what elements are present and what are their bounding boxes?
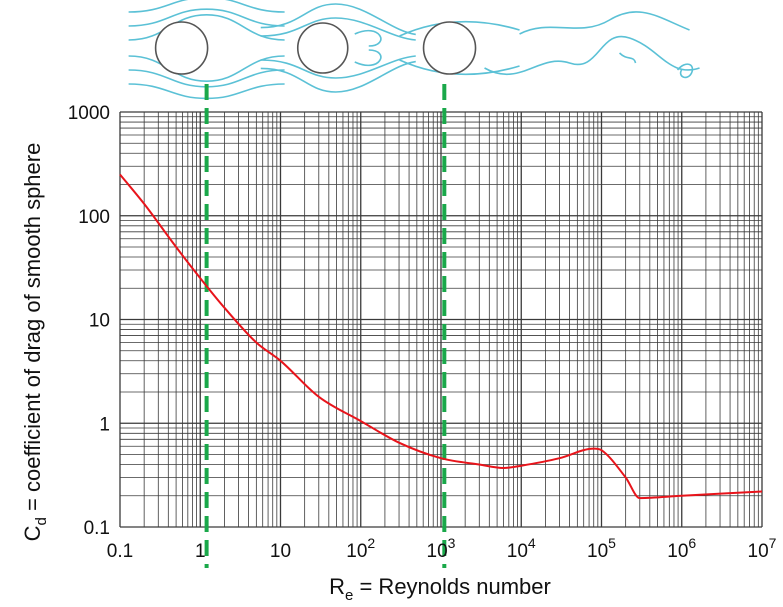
sphere-icon: [296, 22, 349, 74]
sphere-icon: [154, 21, 209, 75]
x-axis-label-rest: = Reynolds number: [353, 574, 551, 599]
y-tick-label: 1000: [68, 103, 110, 124]
x-tick-exponent: 2: [367, 535, 375, 551]
streamline: [128, 13, 285, 41]
flow-illustrations: [128, 0, 700, 100]
y-axis-label-main: C: [20, 525, 45, 541]
y-axis-label-sub: d: [33, 517, 50, 525]
x-tick-label: 105: [587, 535, 616, 562]
x-tick-exponent: 5: [608, 535, 616, 551]
x-tick-base: 0.1: [107, 541, 133, 562]
x-tick-labels: 0.1 1 10 102 103 104 105 106 107: [107, 535, 777, 562]
x-tick-base: 10: [346, 541, 367, 562]
x-tick-label: 103: [427, 535, 456, 562]
x-tick-label: 104: [507, 535, 536, 562]
y-tick-label: 10: [89, 311, 110, 332]
x-tick-base: 1: [195, 541, 206, 562]
x-tick-label: 0.1: [107, 541, 133, 562]
x-tick-base: 10: [270, 541, 291, 562]
x-tick-exponent: 3: [448, 535, 456, 551]
flow-illustration-turbulent-wake: [399, 11, 700, 79]
y-tick-label: 0.1: [84, 518, 110, 539]
streamline: [260, 3, 416, 36]
drag-curve-line: [119, 173, 763, 500]
flow-illustration-separated-vortices: [260, 3, 416, 93]
x-axis-label-sub: e: [345, 587, 353, 604]
x-tick-base: 10: [748, 541, 769, 562]
series-layer: [119, 173, 763, 500]
y-tick-label: 1: [99, 414, 110, 435]
x-tick-base: 10: [427, 541, 448, 562]
regime-markers: [204, 84, 447, 568]
x-axis-label-main: R: [329, 574, 345, 599]
vortex: [354, 29, 382, 47]
streamline: [260, 17, 416, 41]
flow-illustration-laminar: [128, 0, 285, 100]
x-tick-exponent: 6: [688, 535, 696, 551]
x-tick-base: 10: [667, 541, 688, 562]
x-tick-base: 10: [507, 541, 528, 562]
y-tick-label: 100: [78, 207, 110, 228]
streamline: [128, 0, 285, 13]
x-tick-base: 10: [587, 541, 608, 562]
x-axis-label: Re = Reynolds number: [329, 574, 551, 604]
x-tick-label: 1: [195, 541, 206, 562]
y-tick-labels: 0.1 1 10 100 1000: [68, 103, 110, 539]
grid: [119, 111, 763, 528]
x-tick-exponent: 4: [528, 535, 536, 551]
streamline: [399, 59, 520, 76]
x-tick-label: 10: [270, 541, 291, 562]
x-tick-exponent: 7: [769, 535, 777, 551]
sphere-icon: [422, 21, 477, 75]
y-axis-label-rest: = coefficient of drag of smooth sphere: [20, 143, 45, 517]
y-axis-label: Cd = coefficient of drag of smooth spher…: [20, 143, 50, 542]
x-tick-label: 106: [667, 535, 696, 562]
vortex: [676, 63, 694, 79]
streamline: [260, 55, 416, 79]
x-tick-label: 107: [748, 535, 777, 562]
turbulent-wake: [519, 11, 690, 35]
streamline: [128, 8, 285, 27]
x-tick-label: 102: [346, 535, 375, 562]
streamline: [128, 55, 285, 83]
streamline: [399, 20, 520, 37]
vortex: [618, 52, 637, 64]
turbulent-wake: [484, 35, 700, 75]
vortex: [354, 49, 382, 67]
streamline: [260, 60, 416, 93]
